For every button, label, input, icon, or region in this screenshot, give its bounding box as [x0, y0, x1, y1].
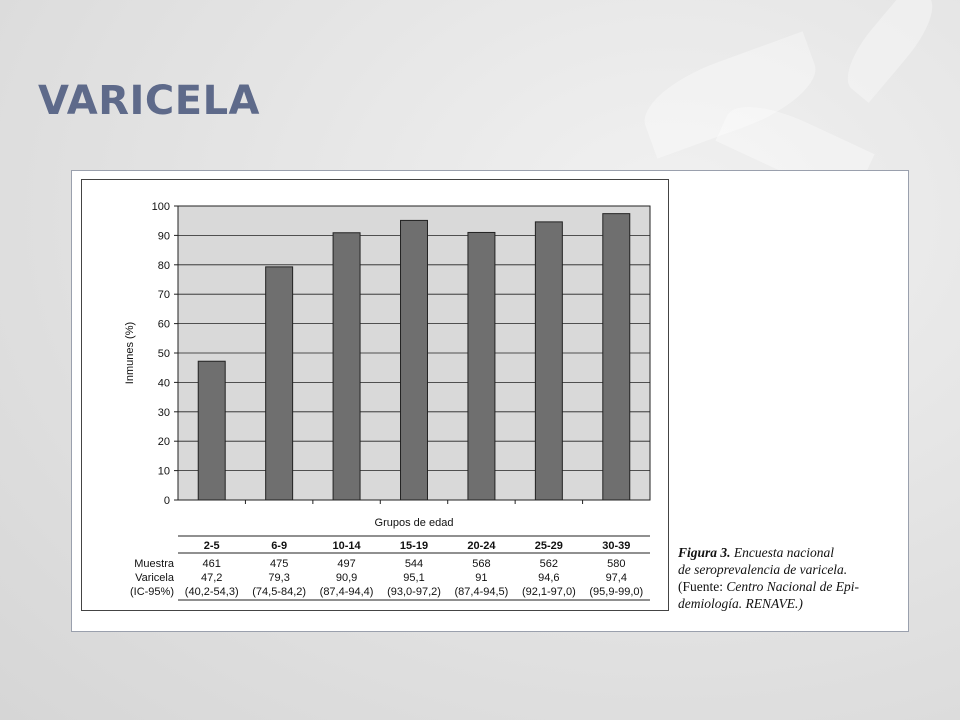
- y-tick-label: 10: [158, 466, 170, 478]
- y-tick-label: 40: [158, 377, 170, 389]
- table-row-label: Muestra: [134, 558, 175, 570]
- caption-line-4: demiología. RENAVE.): [678, 596, 803, 611]
- y-tick-label: 0: [164, 495, 170, 507]
- category-label: 15-19: [400, 540, 428, 552]
- bar: [534, 221, 563, 501]
- category-label: 25-29: [535, 540, 563, 552]
- table-cell: (95,9-99,0): [589, 586, 643, 598]
- x-axis-label: Grupos de edad: [375, 517, 454, 529]
- table-cell: 475: [270, 558, 288, 570]
- slide-title: VARICELA: [38, 78, 261, 124]
- table-cell: 562: [540, 558, 558, 570]
- bar: [602, 213, 631, 501]
- caption-line-1: Figura 3. Encuesta nacional: [678, 544, 904, 561]
- category-label: 2-5: [204, 540, 220, 552]
- bar: [332, 232, 361, 501]
- y-tick-label: 60: [158, 319, 170, 331]
- category-label: 20-24: [467, 540, 496, 552]
- category-label: 6-9: [271, 540, 287, 552]
- table-cell: 580: [607, 558, 625, 570]
- bar: [467, 231, 496, 501]
- bar-chart: 0 10 20 30 40 50 60 70 80 90 100 Inmunes (%) Grupos …: [124, 201, 651, 601]
- y-tick-label: 30: [158, 407, 170, 419]
- chart-frame: 0 10 20 30 40 50 60 70 80 90 100 Inmunes (%) Grupos …: [81, 179, 669, 611]
- table-row-label: Varicela: [135, 572, 175, 584]
- figure-caption: Figura 3. Encuesta nacional de seropreva…: [678, 544, 904, 612]
- table-cell: (93,0-97,2): [387, 586, 441, 598]
- y-tick-label: 100: [152, 201, 170, 213]
- table-cell: 91: [475, 572, 487, 584]
- table-cell: 97,4: [606, 572, 627, 584]
- y-tick-label: 80: [158, 260, 170, 272]
- y-axis-label: Inmunes (%): [124, 322, 136, 384]
- caption-text: Encuesta nacional: [730, 545, 835, 560]
- caption-source-label: Fuente:: [682, 579, 727, 594]
- table-cell: (87,4-94,4): [320, 586, 374, 598]
- bar: [400, 219, 428, 501]
- caption-source: Centro Nacional de Epi-: [726, 579, 859, 594]
- table-cell: 461: [203, 558, 221, 570]
- caption-figure-label: Figura 3.: [678, 545, 731, 560]
- table-cell: 47,2: [201, 572, 222, 584]
- category-label: 10-14: [333, 540, 362, 552]
- y-tick-label: 50: [158, 348, 170, 360]
- table-cell: (40,2-54,3): [185, 586, 239, 598]
- table-cell: (87,4-94,5): [455, 586, 509, 598]
- table-cell: (74,5-84,2): [252, 586, 306, 598]
- category-label: 30-39: [602, 540, 630, 552]
- table-cell: 79,3: [268, 572, 289, 584]
- table-cell: 497: [337, 558, 355, 570]
- bar: [197, 360, 226, 501]
- table-cell: 568: [472, 558, 490, 570]
- y-tick-label: 20: [158, 436, 170, 448]
- figure-panel: 0 10 20 30 40 50 60 70 80 90 100 Inmunes (%) Grupos …: [71, 170, 909, 632]
- table-cell: 95,1: [403, 572, 424, 584]
- table-row-label: (IC-95%): [130, 586, 174, 598]
- bar: [265, 266, 294, 501]
- y-tick-label: 70: [158, 289, 170, 301]
- caption-line-3: (Fuente: Centro Nacional de Epi-: [678, 578, 904, 595]
- table-cell: 90,9: [336, 572, 357, 584]
- table-cell: 94,6: [538, 572, 559, 584]
- caption-line-2: de seroprevalencia de varicela.: [678, 562, 848, 577]
- background-leaf: [834, 0, 946, 103]
- y-tick-label: 90: [158, 230, 170, 242]
- table-cell: 544: [405, 558, 423, 570]
- caption-paren: (: [678, 579, 683, 594]
- table-cell: (92,1-97,0): [522, 586, 576, 598]
